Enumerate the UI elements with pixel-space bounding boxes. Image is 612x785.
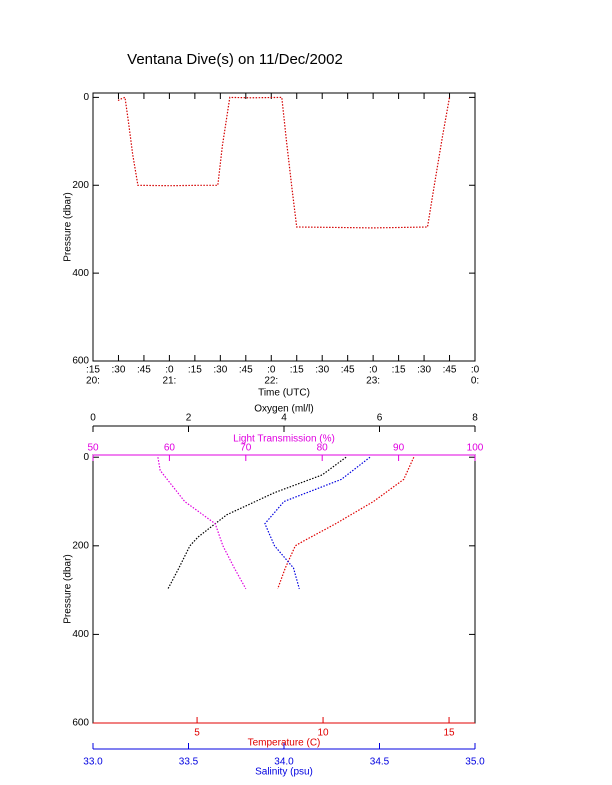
data-line <box>167 456 347 590</box>
y-tick-label: 200 <box>72 180 89 191</box>
x-tick-label: :45 <box>137 365 151 376</box>
x-tick-label: 35.0 <box>465 757 485 768</box>
x-hour-label: 21: <box>162 376 176 387</box>
x-tick-label: 8 <box>472 413 478 424</box>
x-axis-label: Salinity (psu) <box>255 767 313 778</box>
y-tick-label: 0 <box>83 452 89 463</box>
x-tick-label: 100 <box>467 443 484 454</box>
x-tick-label: 33.0 <box>83 757 103 768</box>
y-tick-label: 0 <box>83 92 89 103</box>
chart-title: Ventana Dive(s) on 11/Dec/2002 <box>127 51 343 68</box>
x-hour-label: 20: <box>86 376 100 387</box>
x-tick-label: 5 <box>194 728 200 739</box>
x-tick-label: :0 <box>471 365 480 376</box>
x-tick-label: :15 <box>86 365 100 376</box>
x-tick-label: 50 <box>87 443 99 454</box>
x-tick-label: 80 <box>317 443 329 454</box>
data-line <box>264 456 371 589</box>
y-tick-label: 200 <box>72 540 89 551</box>
x-tick-label: :30 <box>213 365 227 376</box>
x-tick-label: 33.5 <box>179 757 199 768</box>
x-axis-label: Light Transmission (%) <box>233 434 335 445</box>
plot-frame <box>92 454 476 724</box>
x-tick-label: :30 <box>315 365 329 376</box>
x-tick-label: 0 <box>90 413 96 424</box>
y-axis-label: Pressure (dbar) <box>63 192 74 261</box>
x-tick-label: 34.0 <box>274 757 294 768</box>
x-tick-label: 2 <box>186 413 192 424</box>
x-tick-label: :45 <box>239 365 253 376</box>
y-axis-label: Pressure (dbar) <box>63 554 74 623</box>
x-hour-label: 0: <box>471 376 479 387</box>
y-tick-label: 400 <box>72 268 89 279</box>
x-axis-label: Oxygen (ml/l) <box>254 404 313 415</box>
x-tick-label: 6 <box>377 413 383 424</box>
x-tick-label: 15 <box>443 728 455 739</box>
plot-frame <box>92 92 476 362</box>
x-tick-label: :0 <box>267 365 276 376</box>
y-tick-label: 600 <box>72 356 89 367</box>
x-tick-label: :15 <box>290 365 304 376</box>
y-tick-label: 600 <box>72 718 89 729</box>
x-hour-label: 23: <box>366 376 380 387</box>
x-hour-label: 22: <box>264 376 278 387</box>
x-tick-label: :15 <box>392 365 406 376</box>
x-tick-label: 90 <box>393 443 405 454</box>
data-line <box>157 457 247 590</box>
x-tick-label: :30 <box>112 365 126 376</box>
y-tick-label: 400 <box>72 629 89 640</box>
x-axis-label: Time (UTC) <box>258 388 310 399</box>
x-tick-label: :0 <box>165 365 174 376</box>
x-tick-label: 70 <box>240 443 252 454</box>
x-tick-label: :45 <box>443 365 457 376</box>
x-tick-label: 34.5 <box>370 757 390 768</box>
data-line <box>117 96 451 229</box>
x-tick-label: :15 <box>188 365 202 376</box>
x-tick-label: :45 <box>341 365 355 376</box>
x-tick-label: 10 <box>317 728 329 739</box>
data-line <box>277 456 415 590</box>
x-tick-label: :0 <box>369 365 378 376</box>
x-tick-label: 60 <box>164 443 176 454</box>
x-tick-label: :30 <box>417 365 431 376</box>
x-tick-label: 4 <box>281 413 287 424</box>
